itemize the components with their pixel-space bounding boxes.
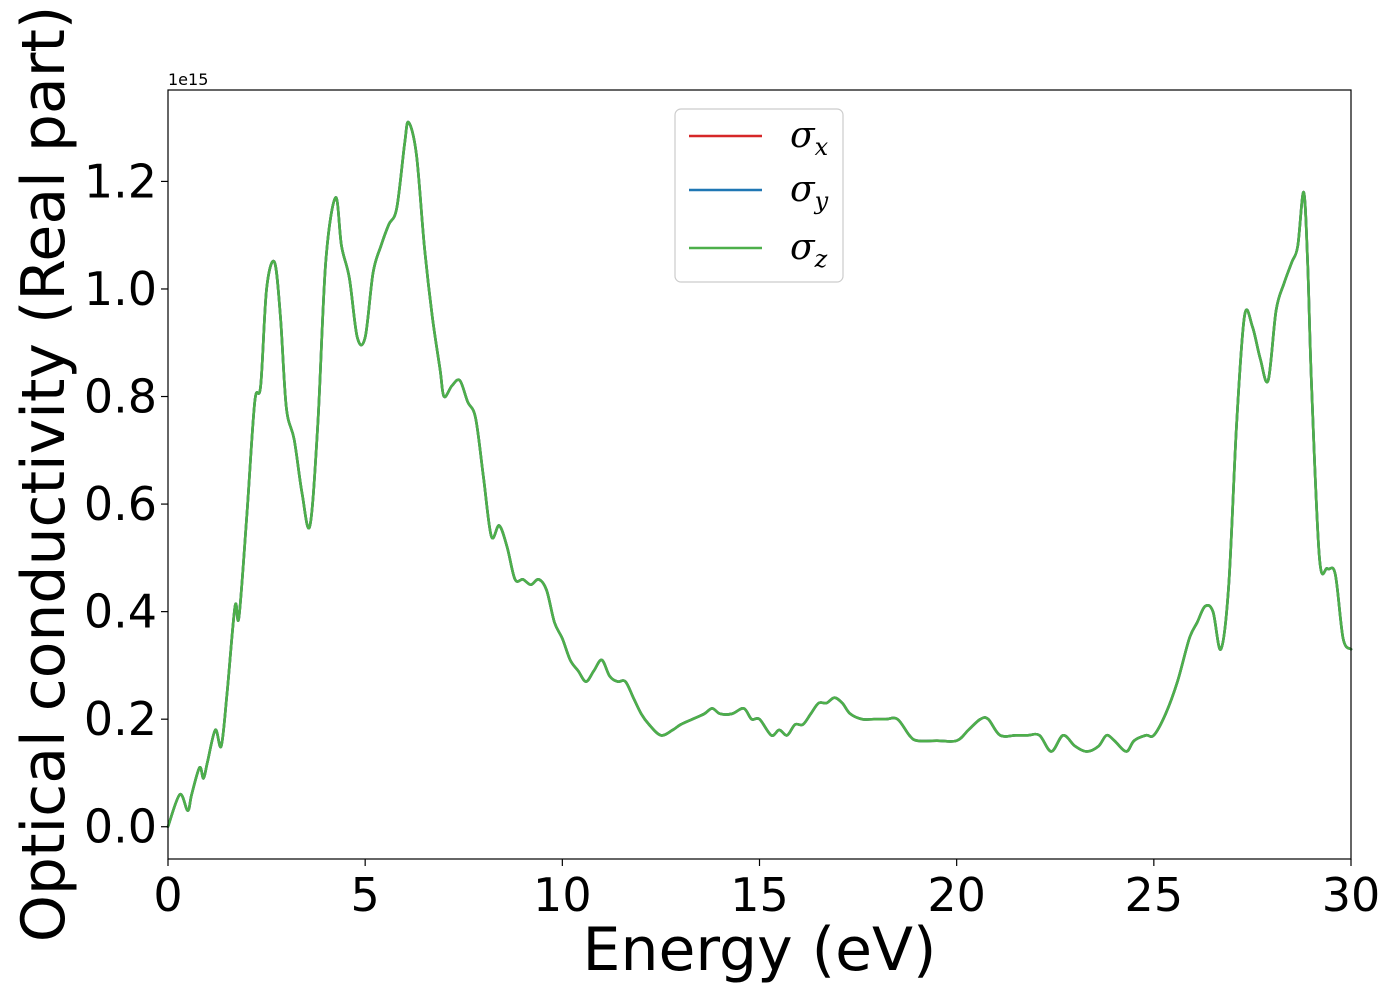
y-axis-label: Optical conductivity (Real part) [9, 6, 79, 943]
x-tick-label: 15 [730, 868, 789, 922]
x-tick-label: 10 [533, 868, 592, 922]
legend-label-x: σx [790, 115, 829, 161]
x-tick-label: 20 [927, 868, 986, 922]
x-axis-label: Energy (eV) [583, 915, 937, 985]
y-axis-ticks: 0.0 0.2 0.4 0.6 0.8 1.0 1.2 [84, 154, 168, 854]
series-line-z [166, 120, 1353, 829]
x-tick-label: 0 [153, 868, 182, 922]
series-layer [166, 120, 1353, 829]
y-tick-label: 0.8 [84, 370, 157, 424]
y-tick-label: 0.2 [84, 692, 157, 746]
legend-box [674, 108, 844, 283]
x-axis-ticks: 0 5 10 15 20 25 30 [153, 859, 1380, 922]
y-tick-label: 0.0 [84, 800, 157, 854]
legend-label-z: σz [790, 227, 828, 273]
legend: σx σy σz [674, 108, 844, 283]
x-tick-label: 25 [1125, 868, 1184, 922]
x-tick-label: 30 [1322, 868, 1381, 922]
legend-label-y: σy [790, 169, 829, 215]
legend-entries: σx σy σz [689, 115, 829, 273]
y-tick-label: 0.6 [84, 477, 157, 531]
y-tick-label: 1.2 [84, 154, 157, 208]
y-tick-label: 1.0 [84, 262, 157, 316]
y-offset-label: 1e15 [168, 70, 208, 89]
x-tick-label: 5 [351, 868, 380, 922]
y-tick-label: 0.4 [84, 585, 157, 639]
